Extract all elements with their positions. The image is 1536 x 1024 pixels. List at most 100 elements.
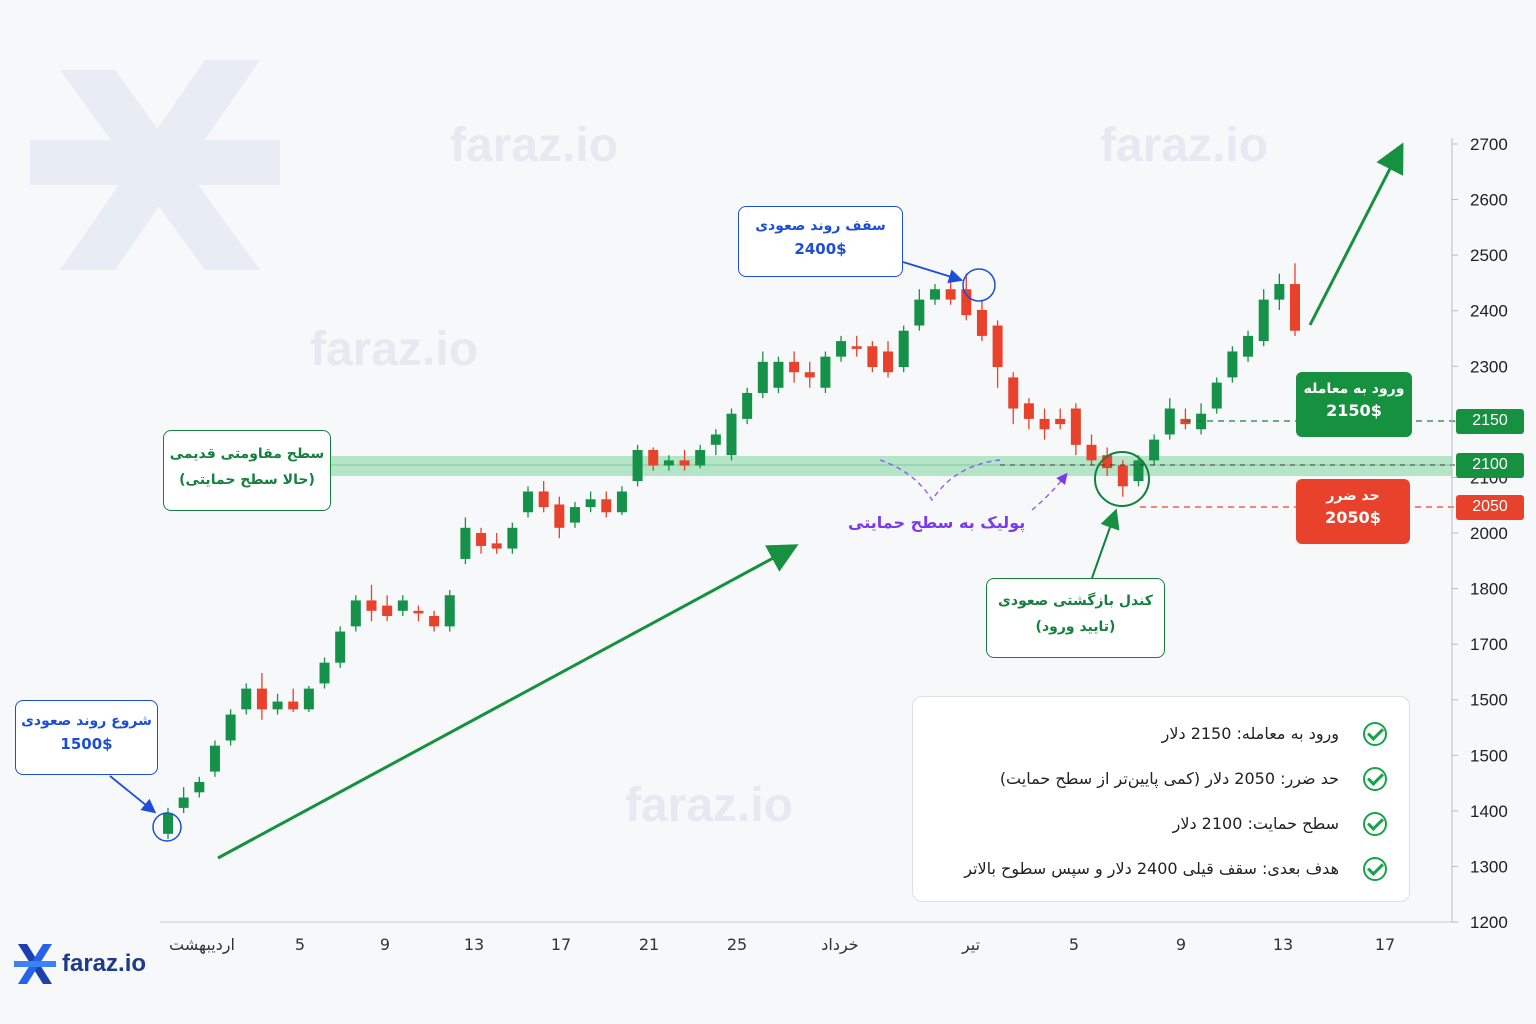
candle-body xyxy=(1117,465,1128,487)
candle xyxy=(569,501,580,528)
trend-top-pointer xyxy=(902,261,964,284)
candle-body xyxy=(538,491,549,508)
candle xyxy=(350,595,361,632)
y-tick-label: 1700 xyxy=(1470,635,1508,654)
candle-body xyxy=(663,460,674,466)
y-tick-label: 1500 xyxy=(1470,746,1508,765)
reversal-candle-circle xyxy=(1094,451,1150,507)
candle-body xyxy=(1008,377,1019,409)
watermark-text: faraz.io xyxy=(625,779,794,832)
candle-body xyxy=(225,714,236,741)
trade-summary-panel: ورود به معامله: 2150 دلار حد ضرر: 2050 د… xyxy=(912,696,1410,902)
candle-body xyxy=(319,662,330,684)
candle-body xyxy=(569,507,580,523)
candle xyxy=(209,740,220,777)
y-tick-label: 2500 xyxy=(1470,246,1508,265)
candle xyxy=(663,455,674,471)
candle-body xyxy=(836,341,847,357)
candle xyxy=(335,626,346,668)
candle-body xyxy=(1211,382,1222,409)
candle xyxy=(413,605,424,622)
candle-body xyxy=(194,781,205,793)
candle-body xyxy=(883,351,894,373)
candle-body xyxy=(632,450,643,482)
watermark-text: faraz.io xyxy=(1100,119,1269,172)
candle-body xyxy=(1149,439,1160,461)
candle xyxy=(507,522,518,554)
x-tick-label: تیر xyxy=(961,935,980,955)
candle xyxy=(1274,273,1285,310)
candle xyxy=(1227,346,1238,383)
check-icon xyxy=(1363,721,1387,746)
entry-price: 2150$ xyxy=(1326,401,1382,420)
reversal-candle-subtitle: (تایید ورود) xyxy=(1035,619,1116,635)
pullback-curve xyxy=(879,459,1001,502)
candle xyxy=(1258,289,1269,347)
candle xyxy=(382,595,393,622)
summary-entry: ورود به معامله: 2150 دلار xyxy=(1161,724,1339,743)
candle xyxy=(632,444,643,487)
candle-body xyxy=(1039,418,1050,430)
candle xyxy=(679,450,690,471)
candle-body xyxy=(178,797,189,808)
candle-body xyxy=(1086,444,1097,461)
stop-loss-title: حد ضرر xyxy=(1326,488,1380,504)
candle-body xyxy=(1164,408,1175,435)
stop-loss-price: 2050$ xyxy=(1325,508,1381,527)
candle-body xyxy=(648,450,659,466)
candle xyxy=(601,491,612,518)
x-tick-label: 17 xyxy=(551,935,571,954)
candle xyxy=(726,408,737,461)
candle xyxy=(820,351,831,393)
candle-body xyxy=(554,504,565,528)
candle-body xyxy=(585,499,596,508)
candle xyxy=(773,356,784,393)
trend-top-price: 2400$ xyxy=(794,240,847,258)
candle xyxy=(1180,408,1191,430)
candle xyxy=(554,496,565,539)
candle xyxy=(976,299,987,342)
candle-body xyxy=(1023,403,1034,419)
candle xyxy=(523,486,534,518)
old-resistance-subtitle: (حالا سطح حمایتی) xyxy=(179,472,315,488)
candle-body xyxy=(335,631,346,663)
candle-body xyxy=(350,600,361,627)
y-tick-label: 1400 xyxy=(1470,802,1508,821)
trend-start-callout: شروع روند صعودی 1500$ xyxy=(15,700,158,775)
candle-body xyxy=(476,533,487,546)
old-resistance-callout: سطح مقاومتی قدیمی (حالا سطح حمایتی) xyxy=(163,430,331,511)
candle xyxy=(491,533,502,554)
candle-body xyxy=(1102,455,1113,469)
candle xyxy=(585,491,596,513)
candle xyxy=(476,527,487,554)
candle xyxy=(992,320,1003,388)
candle-body xyxy=(1274,284,1285,300)
y-tick-label: 1200 xyxy=(1470,913,1508,932)
candle xyxy=(757,351,768,399)
trend-start-price: 1500$ xyxy=(60,735,113,753)
candle xyxy=(789,351,800,383)
summary-row: هدف بعدی: سقف قیلی 2400 دلار و سپس سطوح … xyxy=(913,846,1387,891)
candle xyxy=(961,273,972,321)
candle-body xyxy=(726,413,737,456)
candle xyxy=(1149,434,1160,466)
candle xyxy=(1164,398,1175,440)
candle-body xyxy=(773,361,784,388)
candle-body xyxy=(820,356,831,388)
brand-logo[interactable]: faraz.io xyxy=(14,942,146,986)
pullback-pointer xyxy=(1031,472,1068,511)
candle xyxy=(225,709,236,746)
candle xyxy=(898,325,909,373)
candle-body xyxy=(1133,460,1144,482)
candle-body xyxy=(851,346,862,349)
candle-body xyxy=(961,289,972,316)
x-tick-label: 5 xyxy=(1069,935,1079,954)
candle xyxy=(929,284,940,305)
candle xyxy=(178,787,189,814)
uptrend-arrow xyxy=(217,544,799,860)
candle xyxy=(742,387,753,425)
entry-title: ورود به معامله xyxy=(1303,381,1405,397)
candle xyxy=(1039,408,1050,440)
candle xyxy=(1243,330,1254,362)
candle-body xyxy=(976,309,987,336)
